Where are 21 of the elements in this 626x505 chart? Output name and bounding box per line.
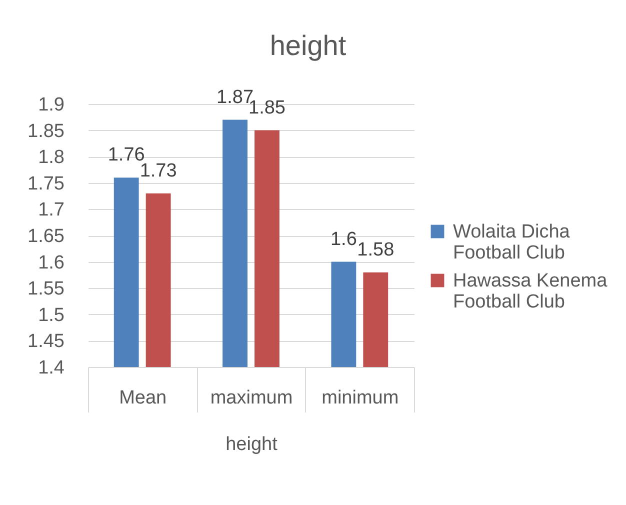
y-tick-label: 1.4 (38, 358, 65, 378)
x-axis-title: height (226, 434, 278, 455)
y-tick-label: 1.7 (38, 200, 64, 221)
y-tick-label: 1.45 (28, 331, 64, 352)
y-tick-label: 1.55 (28, 278, 64, 300)
y-tick-label: 1.8 (38, 147, 64, 168)
y-tick-label: 1.9 (38, 94, 64, 116)
y-tick-label: 1.75 (28, 173, 64, 194)
data-label: 1.73 (140, 160, 177, 182)
legend-label: Wolaita Dicha Football Club (453, 222, 570, 264)
y-tick-label: 1.5 (38, 304, 64, 326)
x-tick-label: maximum (210, 388, 293, 408)
y-tick-label: 1.6 (38, 252, 64, 274)
data-label: 1.6 (330, 228, 357, 250)
y-tick-label: 1.65 (28, 226, 64, 247)
x-tick-label: minimum (322, 388, 399, 408)
legend-label: Hawassa Kenema Football Club (453, 270, 608, 312)
chart-title: height (270, 30, 346, 61)
y-tick-label: 1.85 (28, 120, 64, 142)
data-label: 1.58 (357, 239, 394, 260)
x-tick-label: Mean (119, 388, 167, 408)
